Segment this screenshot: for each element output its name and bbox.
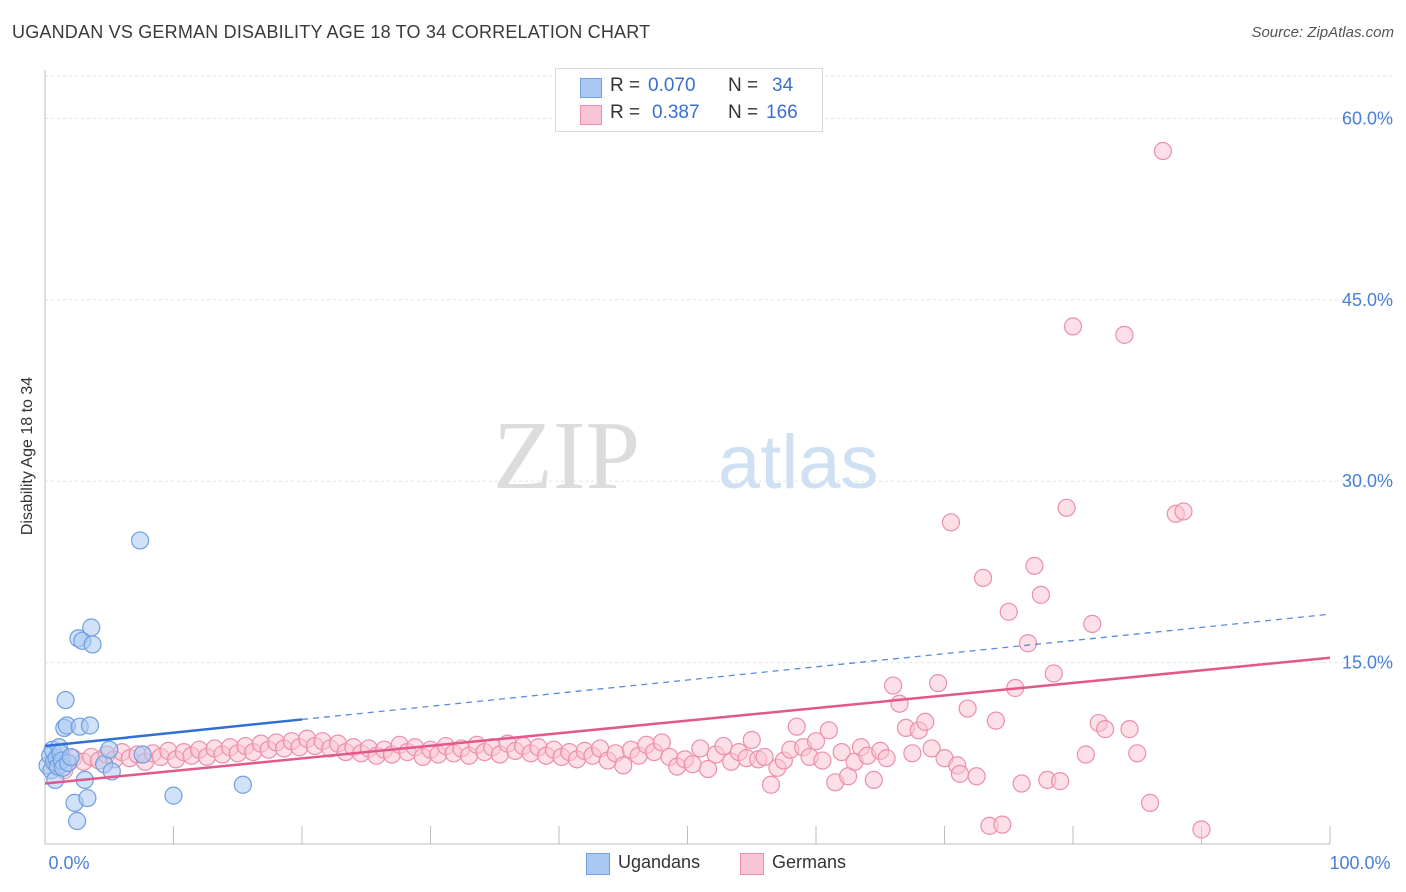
r-value: 0.387 (652, 102, 700, 123)
german-point (1012, 774, 1031, 793)
ugandan-point (82, 618, 101, 637)
r-label: R = (610, 75, 641, 96)
german-point (928, 674, 948, 693)
y-tick-label: 60.0% (1342, 108, 1393, 128)
german-point (832, 742, 851, 762)
n-label: N = (728, 102, 759, 123)
german-point (950, 764, 970, 783)
stats-box: R = 0.070 N = 34 R = 0.387 N = 166 (555, 68, 823, 132)
german-point (1083, 614, 1102, 633)
watermark: ZIP atlas (493, 402, 879, 510)
legend-swatch-germans (740, 853, 764, 875)
german-point (883, 676, 903, 695)
y-tick-label: 45.0% (1342, 290, 1393, 310)
german-point (714, 736, 733, 756)
german-point (999, 602, 1018, 621)
ugandan-point (83, 635, 102, 654)
legend-label: Germans (772, 852, 847, 872)
german-point (755, 747, 774, 767)
german-point (967, 767, 986, 786)
ugandan-trend-line (44, 718, 303, 748)
x-tick-label-min: 0.0% (48, 853, 89, 873)
chart-title: UGANDAN VS GERMAN DISABILITY AGE 18 TO 3… (12, 22, 651, 42)
tick-labels: 15.0% 30.0% 45.0% 60.0% 0.0% 100.0% (48, 108, 1393, 873)
source-label: Source: ZipAtlas.com (1251, 24, 1394, 41)
german-point (958, 699, 977, 718)
r-label: R = (610, 102, 641, 123)
ugandan-point (133, 745, 152, 764)
german-point (691, 739, 710, 758)
ugandan-point (233, 775, 252, 794)
german-point (1031, 585, 1050, 604)
german-point (973, 568, 993, 588)
stats-swatch-ugandans (580, 78, 602, 98)
ugandan-point (100, 740, 119, 759)
german-point (819, 721, 838, 740)
german-point (1063, 317, 1083, 336)
german-point (993, 815, 1012, 834)
german-point (1057, 498, 1076, 517)
gridlines (45, 75, 1394, 664)
german-point (1025, 556, 1044, 575)
german-point (1096, 720, 1115, 739)
german-point (1128, 744, 1147, 763)
german-point (877, 749, 896, 768)
ugandan-point (78, 788, 97, 808)
legend-label: Ugandans (618, 852, 701, 872)
german-trend-line (44, 656, 1331, 785)
ugandan-point (68, 811, 87, 831)
r-value: 0.070 (648, 75, 696, 96)
german-point (1174, 502, 1193, 521)
x-tick-label-max: 100.0% (1329, 853, 1390, 873)
german-point (903, 744, 922, 763)
german-point (986, 711, 1006, 730)
y-tick-label: 30.0% (1342, 471, 1393, 491)
ugandan-point (80, 716, 100, 735)
axes (44, 70, 1331, 845)
legend: Ugandans Germans (0, 851, 1406, 879)
n-value: 166 (766, 102, 798, 123)
german-point (1076, 745, 1095, 764)
german-point (941, 513, 961, 532)
german-point (922, 739, 941, 758)
watermark-zip: ZIP (493, 402, 640, 510)
german-point (1115, 325, 1134, 344)
german-point (1044, 664, 1063, 683)
german-point (1018, 634, 1038, 653)
ugandan-point (130, 531, 150, 550)
ugandan-point (164, 786, 183, 805)
german-point (916, 712, 935, 731)
german-point (813, 751, 832, 770)
trend-lines (44, 613, 1331, 785)
german-point (698, 759, 718, 779)
german-point (1153, 141, 1173, 161)
german-point (1120, 720, 1139, 739)
legend-swatch-ugandans (586, 853, 610, 875)
german-point (890, 694, 909, 713)
german-point (761, 775, 781, 794)
ugandan-trend-extension (301, 613, 1331, 721)
ugandan-point (61, 747, 80, 767)
german-point (683, 755, 702, 774)
y-tick-label: 15.0% (1342, 653, 1393, 673)
german-point (787, 717, 806, 736)
german-point (1192, 820, 1211, 839)
n-label: N = (728, 75, 759, 96)
watermark-atlas: atlas (718, 420, 879, 505)
german-point (1140, 793, 1160, 812)
german-point (1051, 772, 1070, 791)
data-points (38, 141, 1211, 839)
german-point (614, 756, 633, 775)
german-point (864, 770, 883, 790)
stats-swatch-germans (580, 105, 602, 125)
ugandan-point (56, 690, 75, 710)
n-value: 34 (772, 75, 794, 96)
german-point (652, 733, 671, 752)
german-point (806, 732, 826, 751)
german-point (742, 730, 761, 750)
